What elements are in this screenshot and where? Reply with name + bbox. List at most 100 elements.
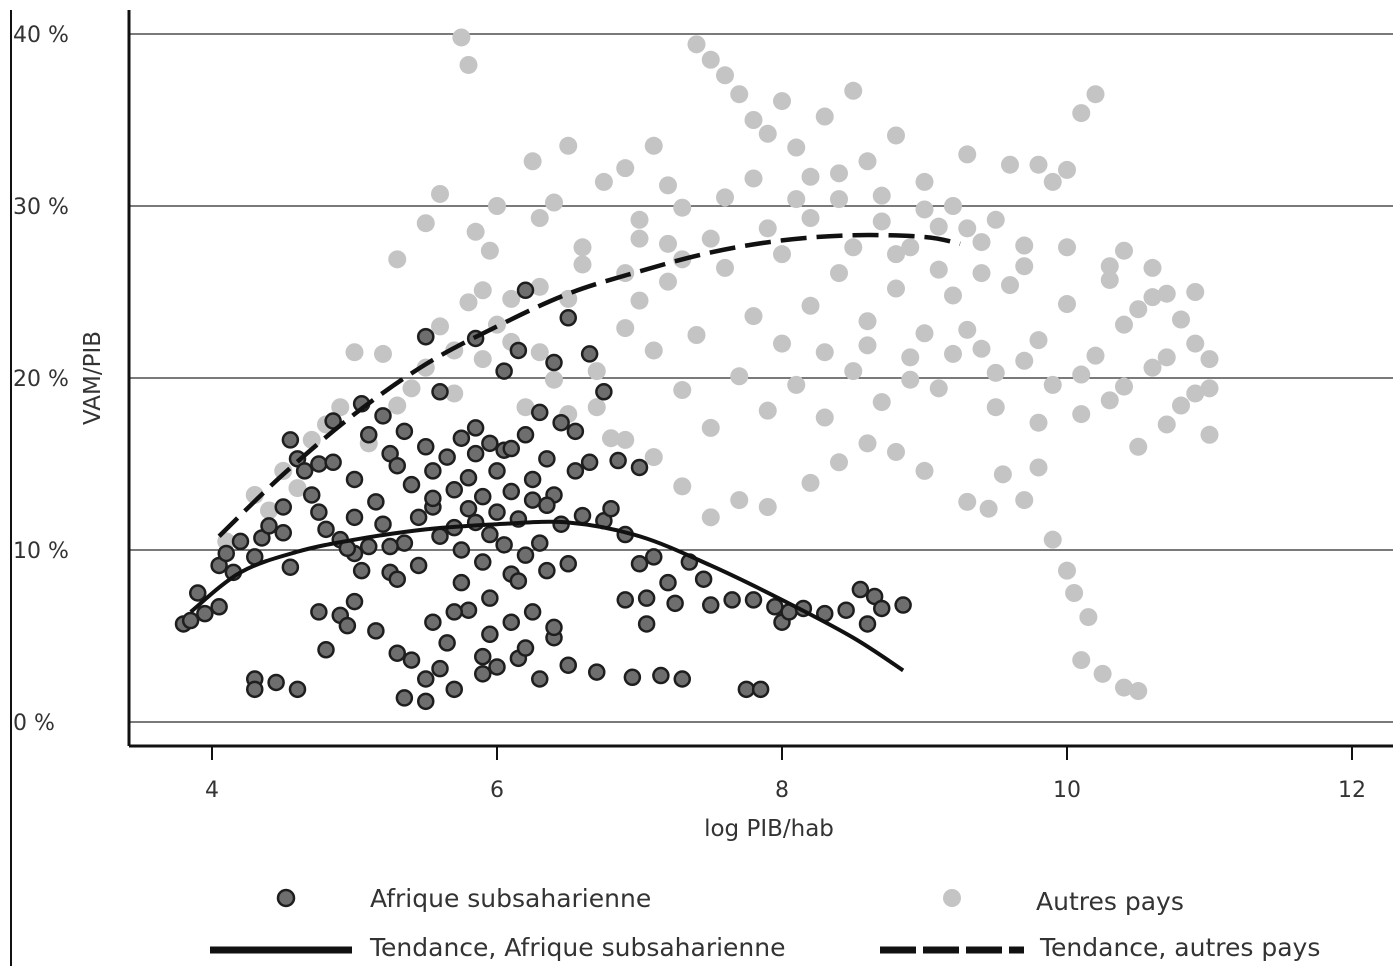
point-autres-pays-24 — [773, 92, 791, 111]
point-autres-pays-58 — [1129, 682, 1148, 701]
point-autres-pays-9 — [545, 193, 563, 212]
point-afrique-subsaharienne-38 — [367, 622, 385, 640]
point-autres-pays-163 — [972, 233, 991, 252]
point-autres-pays-129 — [1100, 391, 1119, 410]
point-autres-pays-6 — [488, 197, 506, 215]
point-autres-pays-56 — [1093, 664, 1112, 683]
point-autres-pays-133 — [986, 363, 1005, 382]
point-afrique-subsaharienne-133 — [666, 594, 684, 613]
legend-label-tendance-afrique: Tendance, Afrique subsaharienne — [369, 933, 786, 962]
point-autres-pays-15 — [644, 136, 663, 155]
point-afrique-subsaharienne-165 — [466, 419, 485, 437]
point-autres-pays-173 — [986, 398, 1005, 417]
point-autres-pays-151 — [473, 350, 492, 369]
point-autres-pays-96 — [345, 343, 364, 362]
point-afrique-subsaharienne-157 — [516, 639, 535, 657]
point-autres-pays-130 — [1072, 365, 1091, 384]
point-autres-pays-32 — [887, 126, 905, 145]
point-autres-pays-27 — [815, 107, 834, 126]
point-autres-pays-108 — [716, 258, 734, 277]
point-afrique-subsaharienne-101 — [531, 534, 549, 552]
point-autres-pays-2 — [452, 28, 471, 47]
point-afrique-subsaharienne-41 — [374, 515, 392, 533]
legend-label-autres-pays: Autres pays — [1036, 887, 1184, 916]
point-afrique-subsaharienne-72 — [459, 601, 478, 619]
point-autres-pays-14 — [630, 229, 649, 248]
point-autres-pays-49 — [1129, 300, 1148, 319]
point-afrique-subsaharienne-24 — [310, 603, 328, 621]
point-afrique-subsaharienne-167 — [381, 537, 399, 556]
point-afrique-subsaharienne-69 — [452, 541, 471, 559]
point-autres-pays-79 — [602, 429, 620, 448]
point-autres-pays-48 — [1115, 241, 1133, 260]
point-afrique-subsaharienne-132 — [659, 573, 677, 592]
point-autres-pays-65 — [993, 465, 1012, 484]
point-autres-pays-132 — [1015, 351, 1034, 370]
point-afrique-subsaharienne-58 — [424, 613, 442, 631]
point-autres-pays-102 — [260, 501, 278, 520]
legend-marker-afrique-subsaharienne — [276, 888, 296, 908]
point-autres-pays-42 — [1029, 155, 1048, 174]
point-afrique-subsaharienne-88 — [502, 482, 520, 501]
point-afrique-subsaharienne-54 — [417, 670, 435, 688]
point-afrique-subsaharienne-12 — [260, 517, 278, 535]
point-afrique-subsaharienne-102 — [531, 670, 549, 688]
point-autres-pays-93 — [388, 250, 407, 269]
point-afrique-subsaharienne-50 — [402, 475, 421, 494]
point-afrique-subsaharienne-44 — [388, 456, 406, 475]
point-autres-pays-125 — [1200, 425, 1219, 444]
point-autres-pays-19 — [701, 50, 720, 69]
points-afrique-subsaharienne — [174, 281, 912, 711]
point-autres-pays-8 — [530, 209, 549, 228]
point-autres-pays-160 — [844, 238, 863, 257]
point-autres-pays-187 — [872, 186, 891, 205]
point-autres-pays-62 — [1079, 608, 1098, 627]
point-afrique-subsaharienne-130 — [645, 548, 663, 566]
point-afrique-subsaharienne-87 — [495, 536, 513, 554]
point-afrique-subsaharienne-163 — [538, 496, 556, 515]
point-autres-pays-177 — [1157, 348, 1176, 367]
point-afrique-subsaharienne-158 — [545, 618, 563, 637]
point-afrique-subsaharienne-134 — [673, 670, 691, 688]
point-autres-pays-70 — [858, 434, 877, 453]
point-afrique-subsaharienne-21 — [303, 486, 321, 504]
point-autres-pays-175 — [1072, 405, 1091, 424]
trend-lines — [189, 232, 961, 673]
point-afrique-subsaharienne-63 — [438, 634, 456, 652]
point-autres-pays-52 — [1172, 310, 1190, 329]
x-tick-label-10: 10 — [1053, 778, 1081, 803]
point-afrique-subsaharienne-164 — [502, 439, 520, 458]
point-autres-pays-43 — [1043, 172, 1062, 191]
point-autres-pays-109 — [744, 307, 763, 326]
point-afrique-subsaharienne-25 — [317, 641, 335, 659]
point-autres-pays-188 — [915, 200, 934, 219]
point-afrique-subsaharienne-96 — [516, 546, 535, 564]
point-afrique-subsaharienne-155 — [431, 659, 449, 678]
point-autres-pays-127 — [1157, 415, 1176, 434]
point-autres-pays-166 — [1100, 257, 1119, 276]
point-autres-pays-22 — [744, 111, 763, 129]
point-autres-pays-143 — [701, 418, 720, 437]
point-afrique-subsaharienne-47 — [395, 534, 414, 552]
point-afrique-subsaharienne-148 — [851, 580, 870, 599]
point-autres-pays-159 — [801, 209, 820, 228]
point-afrique-subsaharienne-77 — [474, 553, 492, 571]
point-autres-pays-140 — [787, 375, 806, 394]
point-autres-pays-170 — [858, 336, 877, 355]
point-autres-pays-23 — [758, 124, 777, 143]
tick-labels: 0 % 10 % 20 % 30 % 40 % 4 6 8 10 12 — [13, 23, 1366, 803]
point-autres-pays-131 — [1043, 375, 1062, 394]
point-autres-pays-63 — [958, 492, 977, 511]
point-autres-pays-74 — [730, 491, 749, 510]
point-autres-pays-144 — [673, 381, 692, 400]
point-autres-pays-83 — [530, 343, 549, 362]
point-afrique-subsaharienne-22 — [310, 455, 328, 473]
point-autres-pays-180 — [573, 255, 592, 274]
point-afrique-subsaharienne-45 — [388, 570, 406, 588]
point-autres-pays-172 — [944, 344, 962, 363]
point-afrique-subsaharienne-125 — [623, 668, 642, 687]
point-autres-pays-122 — [1115, 315, 1133, 334]
point-afrique-subsaharienne-23 — [310, 503, 328, 521]
point-afrique-subsaharienne-51 — [409, 508, 428, 527]
point-autres-pays-31 — [872, 212, 891, 231]
